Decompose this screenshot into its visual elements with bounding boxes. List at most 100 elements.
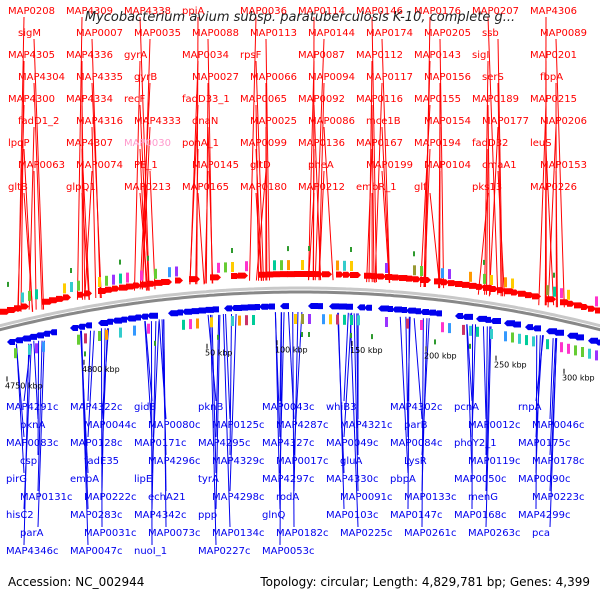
plus-gene-label: MAP0165 bbox=[182, 182, 229, 193]
minus-cog-block bbox=[357, 315, 360, 325]
minus-gene-label: nuoI_1 bbox=[134, 546, 167, 557]
minus-feature bbox=[357, 304, 365, 310]
minus-gene-label: MAP0125c bbox=[212, 420, 264, 431]
plus-gene-label: MAP4307 bbox=[66, 138, 113, 149]
minus-cog-block bbox=[231, 316, 234, 326]
minus-cog-block bbox=[511, 333, 514, 343]
minus-rna-mark bbox=[469, 344, 471, 349]
minus-gene-label: MAP0031c bbox=[84, 528, 136, 539]
plus-gene-leader bbox=[430, 193, 440, 287]
plus-rna-mark bbox=[483, 260, 485, 265]
plus-gene-label: ssb bbox=[482, 28, 499, 39]
minus-gene-label: MAP0091c bbox=[340, 492, 392, 503]
plus-cog-block bbox=[28, 291, 31, 301]
minus-gene-leader bbox=[344, 313, 348, 401]
tick-label: 4750 kbp bbox=[5, 381, 43, 390]
minus-rna-mark bbox=[217, 335, 219, 340]
plus-gene-label: MAP0154 bbox=[424, 116, 471, 127]
plus-gene-label: MAP0065 bbox=[240, 94, 287, 105]
minus-gene-label: MAP4329c bbox=[212, 456, 264, 467]
plus-gene-label: MAP0104 bbox=[424, 160, 471, 171]
plus-cog-block bbox=[420, 266, 423, 276]
minus-cog-block bbox=[35, 343, 38, 353]
plus-cog-block bbox=[119, 274, 122, 284]
minus-gene-label: MAP0050c bbox=[454, 474, 506, 485]
plus-cog-block bbox=[140, 271, 143, 281]
minus-gene-label: MAP0012c bbox=[468, 420, 520, 431]
minus-cog-block bbox=[560, 342, 563, 352]
minus-gene-label: MAP0225c bbox=[340, 528, 392, 539]
minus-gene-label: rnpA bbox=[518, 402, 542, 413]
plus-gene-label: MAP0086 bbox=[308, 116, 355, 127]
plus-cog-block bbox=[504, 277, 507, 287]
minus-feature bbox=[490, 318, 501, 324]
minus-cog-block bbox=[504, 331, 507, 341]
plus-feature bbox=[476, 284, 484, 290]
plus-gene-label: MAP0199 bbox=[366, 160, 413, 171]
plus-feature bbox=[532, 293, 541, 299]
minus-feature bbox=[420, 309, 429, 315]
minus-feature bbox=[49, 329, 57, 335]
minus-rna-mark bbox=[154, 341, 156, 346]
minus-cog-block bbox=[525, 335, 528, 345]
minus-gene-label: pknB bbox=[198, 402, 223, 413]
plus-feature bbox=[238, 273, 248, 279]
plus-gene-label: sigI bbox=[472, 50, 489, 61]
plus-cog-block bbox=[343, 261, 346, 271]
tick-label: 50 kbp bbox=[205, 349, 233, 358]
plus-gene-label: fbpA bbox=[540, 72, 563, 83]
minus-feature bbox=[224, 305, 232, 311]
tick-label: 100 kbp bbox=[275, 345, 308, 354]
minus-feature bbox=[364, 305, 372, 311]
minus-cog-block bbox=[595, 350, 598, 360]
minus-feature bbox=[280, 303, 289, 309]
plus-cog-block bbox=[105, 276, 108, 286]
minus-gene-label: hisC2 bbox=[6, 510, 34, 521]
plus-feature bbox=[441, 279, 449, 285]
plus-gene-label: MAP0156 bbox=[424, 72, 471, 83]
plus-cog-block bbox=[350, 261, 353, 271]
plus-feature bbox=[210, 274, 221, 280]
minus-gene-label: MAP0103c bbox=[326, 510, 378, 521]
plus-feature bbox=[567, 301, 575, 307]
minus-gene-label: MAP0046c bbox=[532, 420, 584, 431]
plus-feature bbox=[315, 271, 323, 277]
plus-cog-block bbox=[280, 260, 283, 270]
minus-gene-label: menG bbox=[468, 492, 498, 503]
minus-cog-block bbox=[301, 314, 304, 324]
minus-gene-label: echA21 bbox=[148, 492, 186, 503]
plus-gene-label: recF bbox=[124, 94, 146, 105]
plus-gene-label: gyrB bbox=[134, 72, 157, 83]
plus-cog-block bbox=[175, 267, 178, 277]
minus-gene-label: MAP0168c bbox=[454, 510, 506, 521]
plus-gene-label: MAP4305 bbox=[8, 50, 55, 61]
plus-gene-label: MAP0136 bbox=[298, 138, 345, 149]
minus-cog-block bbox=[294, 314, 297, 324]
minus-gene-label: MAP0131c bbox=[20, 492, 72, 503]
plus-cog-block bbox=[546, 285, 549, 295]
plus-gene-label: mce1B bbox=[366, 116, 401, 127]
plus-gene-label: MAP0063 bbox=[18, 160, 65, 171]
minus-cog-block bbox=[574, 345, 577, 355]
plus-gene-label: MAP0007 bbox=[76, 28, 123, 39]
minus-gene-label: MAP4327c bbox=[262, 438, 314, 449]
minus-rna-mark bbox=[434, 339, 436, 344]
minus-cog-block bbox=[210, 317, 213, 327]
plus-gene-label: serS bbox=[482, 72, 504, 83]
plus-cog-block bbox=[35, 289, 38, 299]
plus-rna-mark bbox=[308, 246, 310, 251]
minus-gene-leader bbox=[152, 321, 156, 509]
plus-gene-label: glf bbox=[414, 182, 427, 193]
plus-rna-mark bbox=[119, 260, 121, 265]
minus-gene-label: MAP0178c bbox=[532, 456, 584, 467]
minus-cog-block bbox=[28, 345, 31, 355]
minus-rna-mark bbox=[308, 332, 310, 337]
minus-gene-label: MAP4297c bbox=[262, 474, 314, 485]
plus-cog-block bbox=[217, 263, 220, 273]
minus-gene-label: MAP0133c bbox=[404, 492, 456, 503]
minus-cog-block bbox=[546, 339, 549, 349]
plus-gene-label: MAP0030 bbox=[124, 138, 171, 149]
topology-summary: Topology: circular; Length: 4,829,781 bp… bbox=[260, 575, 590, 589]
plus-feature bbox=[84, 290, 92, 296]
plus-gene-label: MAP0144 bbox=[308, 28, 355, 39]
